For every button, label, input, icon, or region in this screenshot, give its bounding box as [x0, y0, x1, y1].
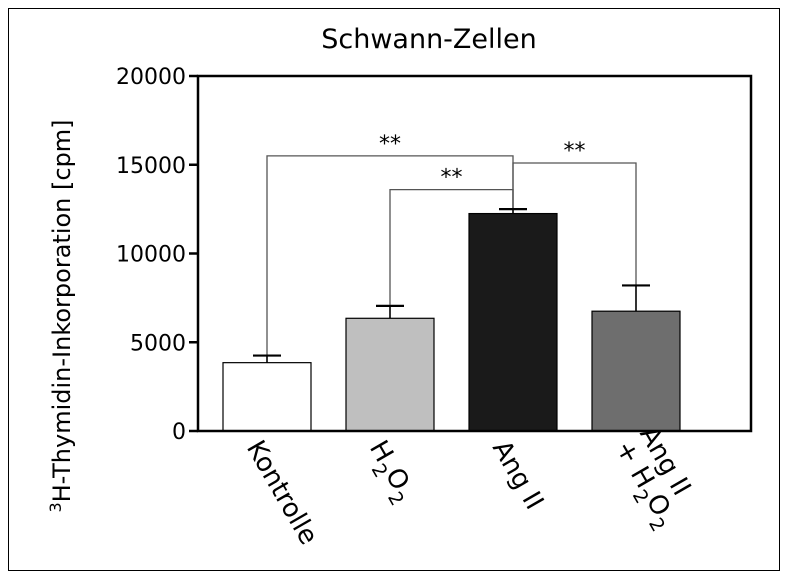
- y-tick-label: 20000: [116, 65, 186, 90]
- label-text: Ang II: [486, 436, 549, 515]
- x-tick-label: Ang II: [486, 436, 549, 515]
- chart-title: Schwann-Zellen: [321, 24, 537, 55]
- figure-frame: [8, 8, 780, 571]
- significance-label: **: [564, 139, 586, 164]
- significance-label: **: [441, 166, 463, 191]
- y-axis-label-text: H-Thymidin-Inkorporation [cpm]: [48, 119, 76, 502]
- y-tick-label: 0: [172, 420, 186, 445]
- y-tick-label: 10000: [116, 243, 186, 268]
- bar: [468, 212, 558, 432]
- error-bars: [253, 208, 650, 363]
- bar: [345, 317, 435, 432]
- significance-label: **: [379, 132, 401, 157]
- x-tick-label: H2O2: [357, 436, 421, 510]
- label-text: Kontrolle: [240, 436, 323, 550]
- bar: [222, 362, 312, 432]
- x-axis-labels: Kontrolle H2O2 Ang II Ang II+ H2O2: [240, 422, 696, 550]
- y-tick-label: 5000: [130, 331, 186, 356]
- significance-bracket: [512, 162, 637, 285]
- y-axis-ticks: 0 5000 10000 15000 20000: [116, 65, 198, 445]
- y-tick-label: 15000: [116, 154, 186, 179]
- significance-brackets: ** ** **: [266, 132, 637, 355]
- y-axis-label-superscript: 3: [46, 502, 65, 512]
- x-tick-label: Kontrolle: [240, 436, 323, 550]
- bar: [591, 310, 681, 432]
- bars: [222, 212, 681, 432]
- y-axis-label: 3H-Thymidin-Inkorporation [cpm]: [46, 119, 77, 512]
